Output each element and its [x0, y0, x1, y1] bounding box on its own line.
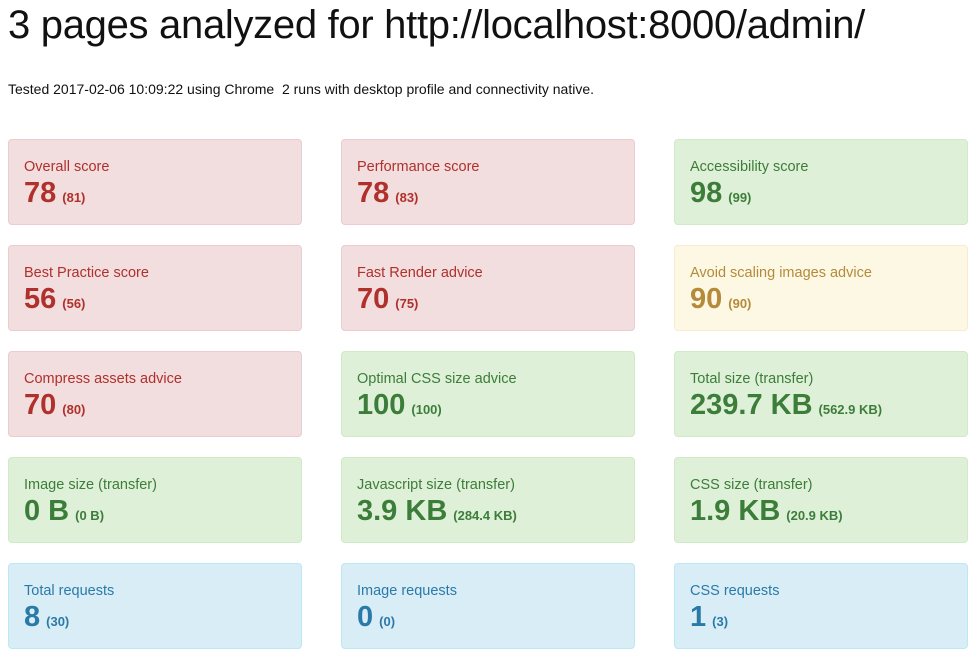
metric-median-value: 70	[357, 283, 390, 315]
metric-max-value: (90)	[728, 296, 752, 311]
metric-max-value: (0)	[379, 614, 396, 629]
metric-label: Performance score	[357, 159, 480, 175]
metric-median-value: 0	[357, 601, 374, 633]
metric-card-optimal-css-size-advice: Optimal CSS size advice 100 (100)	[341, 351, 635, 437]
metric-value-row: 0 B (0 B)	[24, 495, 286, 532]
metric-label: Overall score	[24, 159, 110, 175]
page-title: 3 pages analyzed for http://localhost:80…	[8, 3, 865, 47]
metric-card-javascript-size-transfer: Javascript size (transfer) 3.9 KB (284.4 …	[341, 457, 635, 543]
metric-value-row: 70 (75)	[357, 283, 619, 320]
metric-median-value: 78	[357, 177, 390, 209]
metric-card-performance-score: Performance score 78 (83)	[341, 139, 635, 225]
metric-value-row: 78 (81)	[24, 177, 286, 214]
metric-max-value: (100)	[411, 402, 442, 417]
metric-value-row: 70 (80)	[24, 389, 286, 426]
metric-max-value: (81)	[62, 190, 86, 205]
metric-max-value: (80)	[62, 402, 86, 417]
metric-value-row: 1.9 KB (20.9 KB)	[690, 495, 952, 532]
metric-label: Image requests	[357, 583, 457, 599]
metric-max-value: (56)	[62, 296, 86, 311]
metric-median-value: 70	[24, 389, 57, 421]
metric-value-row: 78 (83)	[357, 177, 619, 214]
metric-label: Best Practice score	[24, 265, 149, 281]
metric-value-row: 98 (99)	[690, 177, 952, 214]
metric-median-value: 90	[690, 283, 723, 315]
metric-max-value: (562.9 KB)	[818, 402, 883, 417]
metric-label: Optimal CSS size advice	[357, 371, 517, 387]
metric-card-css-requests: CSS requests 1 (3)	[674, 563, 968, 649]
metrics-grid: Overall score 78 (81) Performance score 7…	[8, 139, 968, 649]
metric-median-value: 3.9 KB	[357, 495, 448, 527]
metric-max-value: (99)	[728, 190, 752, 205]
metric-median-value: 98	[690, 177, 723, 209]
metric-value-row: 3.9 KB (284.4 KB)	[357, 495, 619, 532]
metric-value-row: 1 (3)	[690, 601, 952, 638]
metric-max-value: (83)	[395, 190, 419, 205]
metric-median-value: 100	[357, 389, 406, 421]
metric-median-value: 8	[24, 601, 41, 633]
metric-value-row: 8 (30)	[24, 601, 286, 638]
metric-label: CSS requests	[690, 583, 780, 599]
metric-label: Total size (transfer)	[690, 371, 814, 387]
metric-value-row: 239.7 KB (562.9 KB)	[690, 389, 952, 426]
metric-card-image-requests: Image requests 0 (0)	[341, 563, 635, 649]
metric-label: Fast Render advice	[357, 265, 483, 281]
metric-max-value: (284.4 KB)	[453, 508, 517, 523]
test-summary: Tested 2017-02-06 10:09:22 using Chrome …	[8, 81, 595, 97]
metric-card-overall-score: Overall score 78 (81)	[8, 139, 302, 225]
metric-card-avoid-scaling-images-advice: Avoid scaling images advice 90 (90)	[674, 245, 968, 331]
metric-card-fast-render-advice: Fast Render advice 70 (75)	[341, 245, 635, 331]
metric-value-row: 100 (100)	[357, 389, 619, 426]
metric-label: Compress assets advice	[24, 371, 182, 387]
metric-max-value: (3)	[712, 614, 729, 629]
metric-value-row: 0 (0)	[357, 601, 619, 638]
metric-median-value: 0 B	[24, 495, 70, 527]
metric-value-row: 90 (90)	[690, 283, 952, 320]
metric-max-value: (20.9 KB)	[786, 508, 843, 523]
metric-median-value: 78	[24, 177, 57, 209]
metric-card-total-size-transfer: Total size (transfer) 239.7 KB (562.9 KB)	[674, 351, 968, 437]
metric-label: Avoid scaling images advice	[690, 265, 872, 281]
metric-card-total-requests: Total requests 8 (30)	[8, 563, 302, 649]
metric-median-value: 1	[690, 601, 707, 633]
metric-card-image-size-transfer: Image size (transfer) 0 B (0 B)	[8, 457, 302, 543]
metric-label: Image size (transfer)	[24, 477, 157, 493]
metric-max-value: (0 B)	[75, 508, 105, 523]
metric-median-value: 1.9 KB	[690, 495, 781, 527]
metric-label: Accessibility score	[690, 159, 809, 175]
metric-median-value: 56	[24, 283, 57, 315]
metric-value-row: 56 (56)	[24, 283, 286, 320]
metric-card-compress-assets-advice: Compress assets advice 70 (80)	[8, 351, 302, 437]
metric-label: Total requests	[24, 583, 115, 599]
metric-card-css-size-transfer: CSS size (transfer) 1.9 KB (20.9 KB)	[674, 457, 968, 543]
metric-card-best-practice-score: Best Practice score 56 (56)	[8, 245, 302, 331]
metric-max-value: (75)	[395, 296, 419, 311]
metric-median-value: 239.7 KB	[690, 389, 813, 421]
metric-max-value: (30)	[46, 614, 70, 629]
metric-label: Javascript size (transfer)	[357, 477, 515, 493]
metric-card-accessibility-score: Accessibility score 98 (99)	[674, 139, 968, 225]
metric-label: CSS size (transfer)	[690, 477, 813, 493]
